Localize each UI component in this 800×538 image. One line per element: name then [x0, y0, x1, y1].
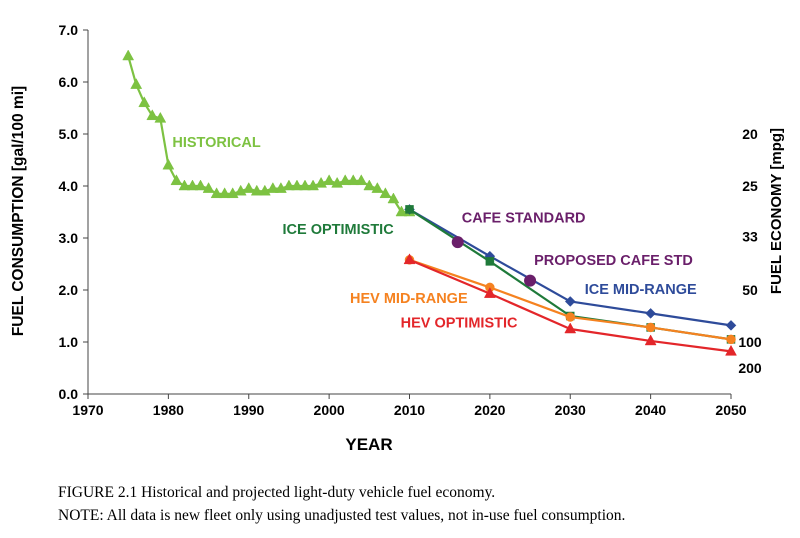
hev-mid-range-point: [565, 312, 575, 322]
historical-point: [379, 187, 392, 199]
label-historical: HISTORICAL: [172, 135, 260, 151]
label-hev-optimistic: HEV OPTIMISTIC: [401, 315, 518, 331]
historical-point: [291, 179, 303, 191]
historical-point: [186, 179, 199, 191]
historical-point: [323, 174, 336, 186]
hev-optimistic-point: [483, 287, 496, 298]
historical-point: [387, 192, 400, 204]
hev-optimistic-point: [564, 322, 577, 334]
x-tick-label: 2030: [555, 402, 586, 418]
historical-point: [242, 182, 255, 193]
x-tick-label: 2040: [635, 402, 666, 418]
x-tick-label: 2000: [314, 402, 345, 418]
x-tick-label: 2010: [394, 402, 425, 418]
historical-point: [162, 158, 175, 170]
hev-mid-range-point: [645, 322, 656, 333]
historical-point: [339, 174, 352, 186]
label-proposed-cafe-std: PROPOSED CAFE STD: [534, 253, 693, 269]
historical-point: [395, 205, 408, 217]
x-tick-label: 2020: [474, 402, 505, 418]
historical-point: [138, 96, 151, 108]
y2-tick-label: 20: [742, 126, 758, 142]
historical-point: [355, 174, 368, 186]
ice-mid-range-point: [725, 320, 737, 331]
y-tick-label: 3.0: [59, 230, 79, 246]
historical-point: [250, 184, 263, 196]
y2-tick-label: 25: [742, 178, 758, 194]
annotation-layer: HISTORICAL ICE OPTIMISTIC CAFE STANDARD PRO…: [172, 135, 697, 331]
ice-optimistic-point: [485, 257, 495, 266]
y2-axis-label: FUEL ECONOMY [mpg]: [768, 128, 785, 294]
figure-caption: FIGURE 2.1 Historical and projected ligh…: [58, 484, 496, 501]
historical-point: [266, 182, 279, 193]
historical-point: [170, 174, 183, 186]
historical-point: [202, 182, 215, 193]
series-historical: [122, 49, 416, 217]
historical-point: [178, 179, 191, 191]
hev-optimistic-point: [644, 334, 657, 346]
label-cafe-standard: CAFE STANDARD: [462, 210, 586, 226]
label-hev-mid-range: HEV MID-RANGE: [350, 291, 468, 307]
historical-point: [299, 179, 311, 191]
historical-point: [154, 111, 167, 123]
historical-point: [283, 179, 295, 191]
x-tick-label: 1990: [233, 402, 264, 418]
y-tick-label: 0.0: [59, 386, 79, 402]
historical-point: [371, 182, 384, 193]
hev-optimistic-point: [725, 344, 737, 356]
historical-point: [146, 109, 159, 121]
series-layer: [122, 49, 737, 356]
y-tick-label: 5.0: [59, 126, 79, 142]
historical-point: [347, 174, 360, 186]
historical-point: [130, 78, 143, 89]
y-tick-label: 1.0: [59, 334, 79, 350]
x-tick-label: 1980: [153, 402, 184, 418]
y-tick-label: 2.0: [59, 282, 79, 298]
ice-optimistic-point: [405, 205, 414, 214]
y-tick-label: 7.0: [59, 22, 79, 38]
x-tick-label: 2050: [715, 402, 746, 418]
axes: 0.0 1.0 2.0 3.0 4.0 5.0 6.0 7.0 1970 1980 1990 2000…: [59, 0, 762, 418]
x-axis-label: YEAR: [345, 435, 392, 454]
historical-point: [194, 179, 207, 191]
series-hev-optimistic: [403, 253, 737, 356]
hev-optimistic-point: [403, 253, 416, 265]
historical-point: [218, 187, 231, 199]
x-tick-label: 1970: [72, 402, 103, 418]
y2-tick-label: 100: [738, 334, 762, 350]
fuel-economy-chart: 0.0 1.0 2.0 3.0 4.0 5.0 6.0 7.0 1970 1980 1990 2000…: [10, 0, 785, 454]
series-cafe-standard: [451, 236, 464, 249]
cafe-standard-point: [451, 236, 464, 249]
label-ice-optimistic: ICE OPTIMISTIC: [283, 222, 395, 238]
y2-tick-label: 33: [742, 228, 758, 244]
figure-note: NOTE: All data is new fleet only using u…: [58, 507, 626, 524]
y-tick-label: 6.0: [59, 74, 79, 90]
ice-mid-range-point: [645, 308, 656, 319]
historical-point: [363, 179, 376, 191]
series-proposed-cafe-std: [524, 274, 537, 287]
y2-tick-label: 200: [738, 360, 762, 376]
y2-tick-label: 50: [742, 282, 758, 298]
y2-tick-label: 13: [742, 0, 758, 2]
historical-point: [210, 187, 223, 199]
ice-mid-range-point: [564, 296, 576, 307]
proposed-cafe-std-point: [524, 274, 537, 287]
y-axis-label: FUEL CONSUMPTION [gal/100 mi]: [10, 86, 27, 336]
label-ice-mid-range: ICE MID-RANGE: [585, 282, 697, 298]
historical-point: [122, 49, 135, 61]
hev-mid-range-point: [726, 334, 736, 345]
y-tick-label: 4.0: [59, 178, 79, 194]
